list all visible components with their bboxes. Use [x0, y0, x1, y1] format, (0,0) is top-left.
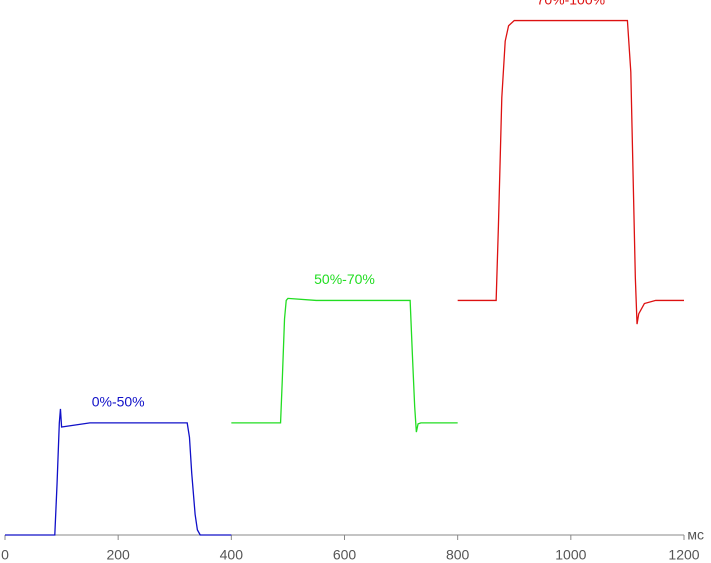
x-tick-label: 400	[220, 547, 244, 563]
x-tick-label: 1200	[668, 547, 699, 563]
x-unit: мс	[687, 527, 704, 543]
x-tick-label: 200	[106, 547, 130, 563]
series-label: 70%-100%	[537, 0, 606, 7]
series-line	[5, 408, 232, 536]
x-tick-label: 0	[1, 547, 9, 563]
x-tick-label: 600	[333, 547, 357, 563]
series-label: 0%-50%	[92, 394, 145, 410]
x-tick-label: 800	[446, 547, 470, 563]
x-tick-label: 1000	[555, 547, 586, 563]
series-label: 50%-70%	[314, 271, 375, 287]
series-line	[457, 19, 684, 325]
series-line	[231, 297, 458, 433]
